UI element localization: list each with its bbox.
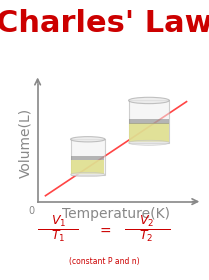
Text: $T_1$: $T_1$	[51, 229, 66, 244]
X-axis label: Temperature(K): Temperature(K)	[62, 207, 170, 221]
Text: 0: 0	[28, 206, 34, 216]
Y-axis label: Volume(L): Volume(L)	[18, 108, 32, 178]
Ellipse shape	[70, 172, 105, 177]
Bar	[71, 156, 104, 160]
Bar	[129, 123, 168, 142]
Bar	[129, 119, 168, 124]
Text: $V_2$: $V_2$	[139, 214, 154, 229]
Text: Charles' Law: Charles' Law	[0, 9, 209, 38]
Bar	[71, 160, 104, 174]
Text: (constant P and n): (constant P and n)	[69, 257, 140, 266]
Ellipse shape	[70, 137, 105, 142]
Ellipse shape	[129, 140, 169, 145]
Text: $=$: $=$	[97, 223, 112, 237]
FancyBboxPatch shape	[70, 139, 105, 174]
Ellipse shape	[129, 97, 169, 104]
FancyBboxPatch shape	[129, 101, 169, 143]
Text: $T_2$: $T_2$	[139, 229, 153, 244]
Text: $V_1$: $V_1$	[51, 214, 66, 229]
